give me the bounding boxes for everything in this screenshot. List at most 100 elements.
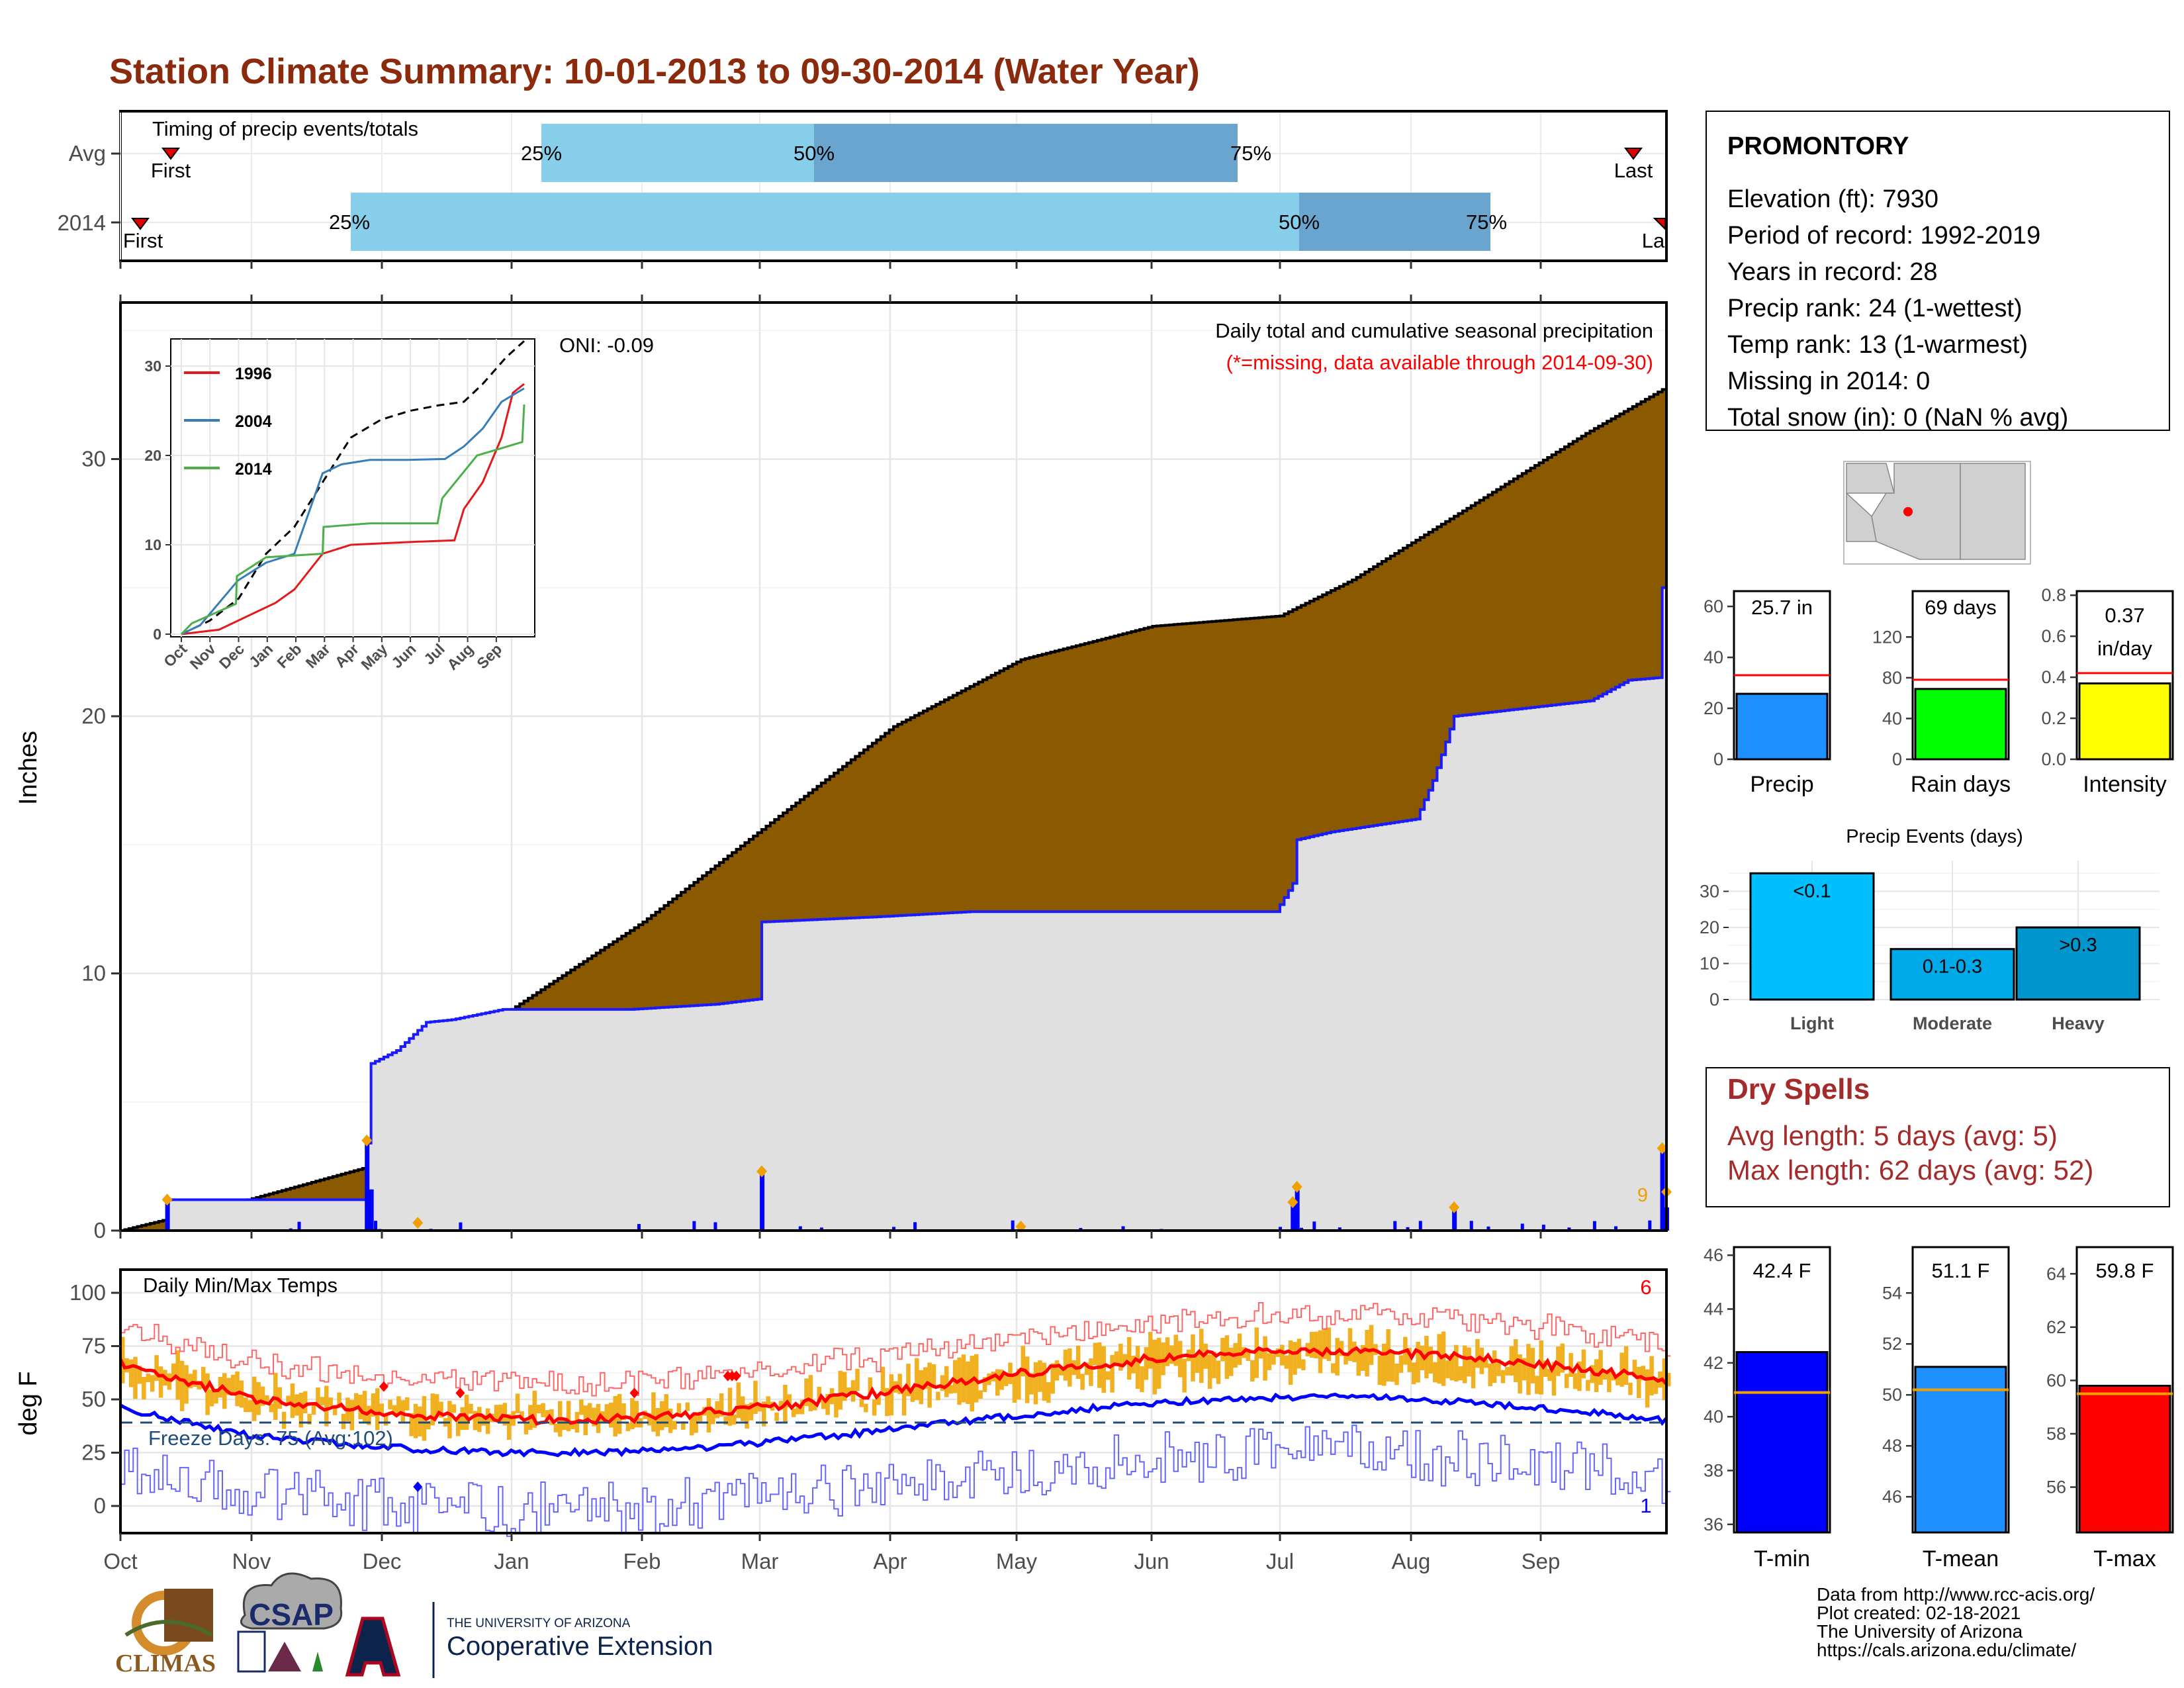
daily-temp-bar bbox=[434, 1394, 439, 1416]
daily-temp-bar bbox=[1454, 1344, 1459, 1382]
y-tick-label: 30 bbox=[81, 447, 106, 471]
daily-temp-bar bbox=[1191, 1334, 1195, 1382]
temp-summary-value: 51.1 F bbox=[1932, 1259, 1990, 1282]
temp-summary-tick: 44 bbox=[1704, 1299, 1723, 1319]
event-category-label: Light bbox=[1790, 1013, 1834, 1033]
daily-temp-bar bbox=[320, 1397, 325, 1406]
daily-precip-bar bbox=[165, 1202, 170, 1231]
daily-temp-bar bbox=[647, 1413, 652, 1426]
summary-bar bbox=[1914, 688, 2007, 761]
daily-temp-bar bbox=[1046, 1382, 1051, 1403]
daily-temp-bar bbox=[1645, 1369, 1650, 1408]
event-bar bbox=[2015, 926, 2141, 1001]
daily-temp-bar bbox=[1569, 1352, 1573, 1377]
inset-2004-line bbox=[181, 387, 525, 635]
daily-temp-bar bbox=[821, 1399, 826, 1409]
y-tick-label: 10 bbox=[81, 961, 106, 986]
daily-temp-bar bbox=[1572, 1373, 1578, 1389]
daily-temp-bar bbox=[804, 1378, 809, 1407]
daily-temp-bar bbox=[1144, 1347, 1149, 1380]
event-bar-label: >0.3 bbox=[2059, 935, 2097, 956]
temp-summary-bar bbox=[1914, 1366, 2007, 1534]
daily-temp-bar bbox=[1433, 1362, 1437, 1383]
daily-precip-bar bbox=[1614, 1226, 1617, 1231]
daily-temp-bar bbox=[1322, 1328, 1327, 1359]
daily-temp-bar bbox=[1054, 1360, 1060, 1381]
events-title: Precip Events (days) bbox=[1846, 826, 2023, 847]
summary-tick-label: 0.2 bbox=[2041, 708, 2066, 728]
daily-temp-bar bbox=[1089, 1358, 1093, 1386]
daily-temp-bar bbox=[332, 1407, 338, 1415]
daily-precip-bar bbox=[637, 1224, 641, 1231]
daily-temp-bar bbox=[1250, 1360, 1255, 1382]
daily-temp-bar bbox=[1148, 1332, 1153, 1369]
station-info-line: Elevation (ft): 7930 bbox=[1727, 185, 1938, 213]
daily-temp-bar bbox=[1347, 1328, 1353, 1361]
daily-temp-bar bbox=[1182, 1358, 1187, 1393]
daily-temp-bar bbox=[944, 1366, 949, 1397]
daily-temp-bar bbox=[817, 1386, 821, 1403]
daily-temp-bar bbox=[1445, 1360, 1450, 1379]
daily-temp-bar bbox=[762, 1401, 766, 1427]
daily-temp-bar bbox=[579, 1399, 584, 1415]
climas-text: CLIMAS bbox=[115, 1650, 216, 1677]
daily-temp-bar bbox=[592, 1407, 596, 1427]
daily-precip-bar bbox=[1279, 1227, 1282, 1231]
daily-temp-bar bbox=[418, 1406, 422, 1436]
daily-temp-bar bbox=[388, 1399, 392, 1410]
daily-temp-bar bbox=[1293, 1342, 1297, 1375]
station-info-line: Temp rank: 13 (1-warmest) bbox=[1727, 331, 2028, 359]
daily-temp-bar bbox=[1441, 1331, 1446, 1386]
daily-temp-bar bbox=[341, 1413, 346, 1429]
daily-temp-bar bbox=[885, 1387, 889, 1417]
x-tick-label: Aug bbox=[1392, 1549, 1431, 1573]
daily-precip-bar bbox=[369, 1189, 374, 1231]
daily-temp-bar bbox=[842, 1372, 847, 1401]
daily-temp-bar bbox=[1653, 1377, 1659, 1394]
temp-summary-tick: 64 bbox=[2046, 1264, 2066, 1284]
footer: CLIMAS CSAP THE UNIVERSITY OF ARIZONA Co… bbox=[115, 1572, 2095, 1678]
daily-temp-bar bbox=[676, 1403, 682, 1417]
daily-temp-bar bbox=[1496, 1359, 1501, 1376]
daily-temp-bar bbox=[1509, 1346, 1514, 1376]
daily-temp-bar bbox=[778, 1401, 784, 1410]
daily-temp-bar bbox=[604, 1404, 610, 1420]
daily-temp-bar bbox=[1280, 1344, 1285, 1366]
daily-temp-bar bbox=[719, 1393, 724, 1417]
temp-summary-name: T-max bbox=[2093, 1546, 2156, 1571]
daily-temp-bar bbox=[1177, 1340, 1183, 1378]
daily-temp-bar bbox=[520, 1411, 524, 1420]
ua-small-text: THE UNIVERSITY OF ARIZONA bbox=[447, 1617, 631, 1630]
temp-panel: Daily Min/Max Temps Freeze Days: 75 (Avg… bbox=[15, 1268, 1671, 1573]
daily-temp-bar bbox=[1398, 1355, 1404, 1373]
daily-temp-bar bbox=[536, 1405, 541, 1413]
daily-temp-bar bbox=[396, 1396, 401, 1415]
daily-temp-bar bbox=[367, 1405, 371, 1425]
daily-temp-bar bbox=[1666, 1373, 1671, 1387]
daily-temp-bar bbox=[880, 1366, 886, 1392]
x-tick-label: Sep bbox=[1522, 1549, 1561, 1573]
timing-row-label: 2014 bbox=[58, 211, 106, 235]
daily-temp-bar bbox=[630, 1398, 635, 1429]
first-label: First bbox=[123, 229, 163, 252]
daily-temp-bar bbox=[507, 1414, 512, 1440]
daily-temp-bar bbox=[269, 1403, 274, 1413]
daily-temp-bar bbox=[562, 1420, 567, 1430]
daily-precip-bar bbox=[1011, 1220, 1015, 1231]
daily-temp-bar bbox=[1021, 1346, 1026, 1377]
daily-temp-bar bbox=[277, 1387, 282, 1409]
inset-y-tick-label: 20 bbox=[144, 447, 161, 464]
daily-temp-bar bbox=[1105, 1371, 1111, 1380]
daily-temp-bar bbox=[1619, 1352, 1624, 1387]
summary-tick-label: 40 bbox=[1882, 708, 1902, 728]
daily-temp-bar bbox=[1080, 1374, 1085, 1390]
daily-temp-bar bbox=[625, 1423, 631, 1432]
daily-temp-bar bbox=[587, 1403, 592, 1419]
record-max-count: 6 bbox=[1640, 1276, 1651, 1299]
daily-temp-bar bbox=[906, 1364, 911, 1397]
record-high-marker bbox=[731, 1370, 741, 1382]
daily-precip-bar bbox=[713, 1222, 717, 1231]
daily-temp-bar bbox=[1097, 1342, 1102, 1388]
daily-temp-bar bbox=[948, 1385, 953, 1394]
daily-temp-bar bbox=[1246, 1348, 1251, 1361]
